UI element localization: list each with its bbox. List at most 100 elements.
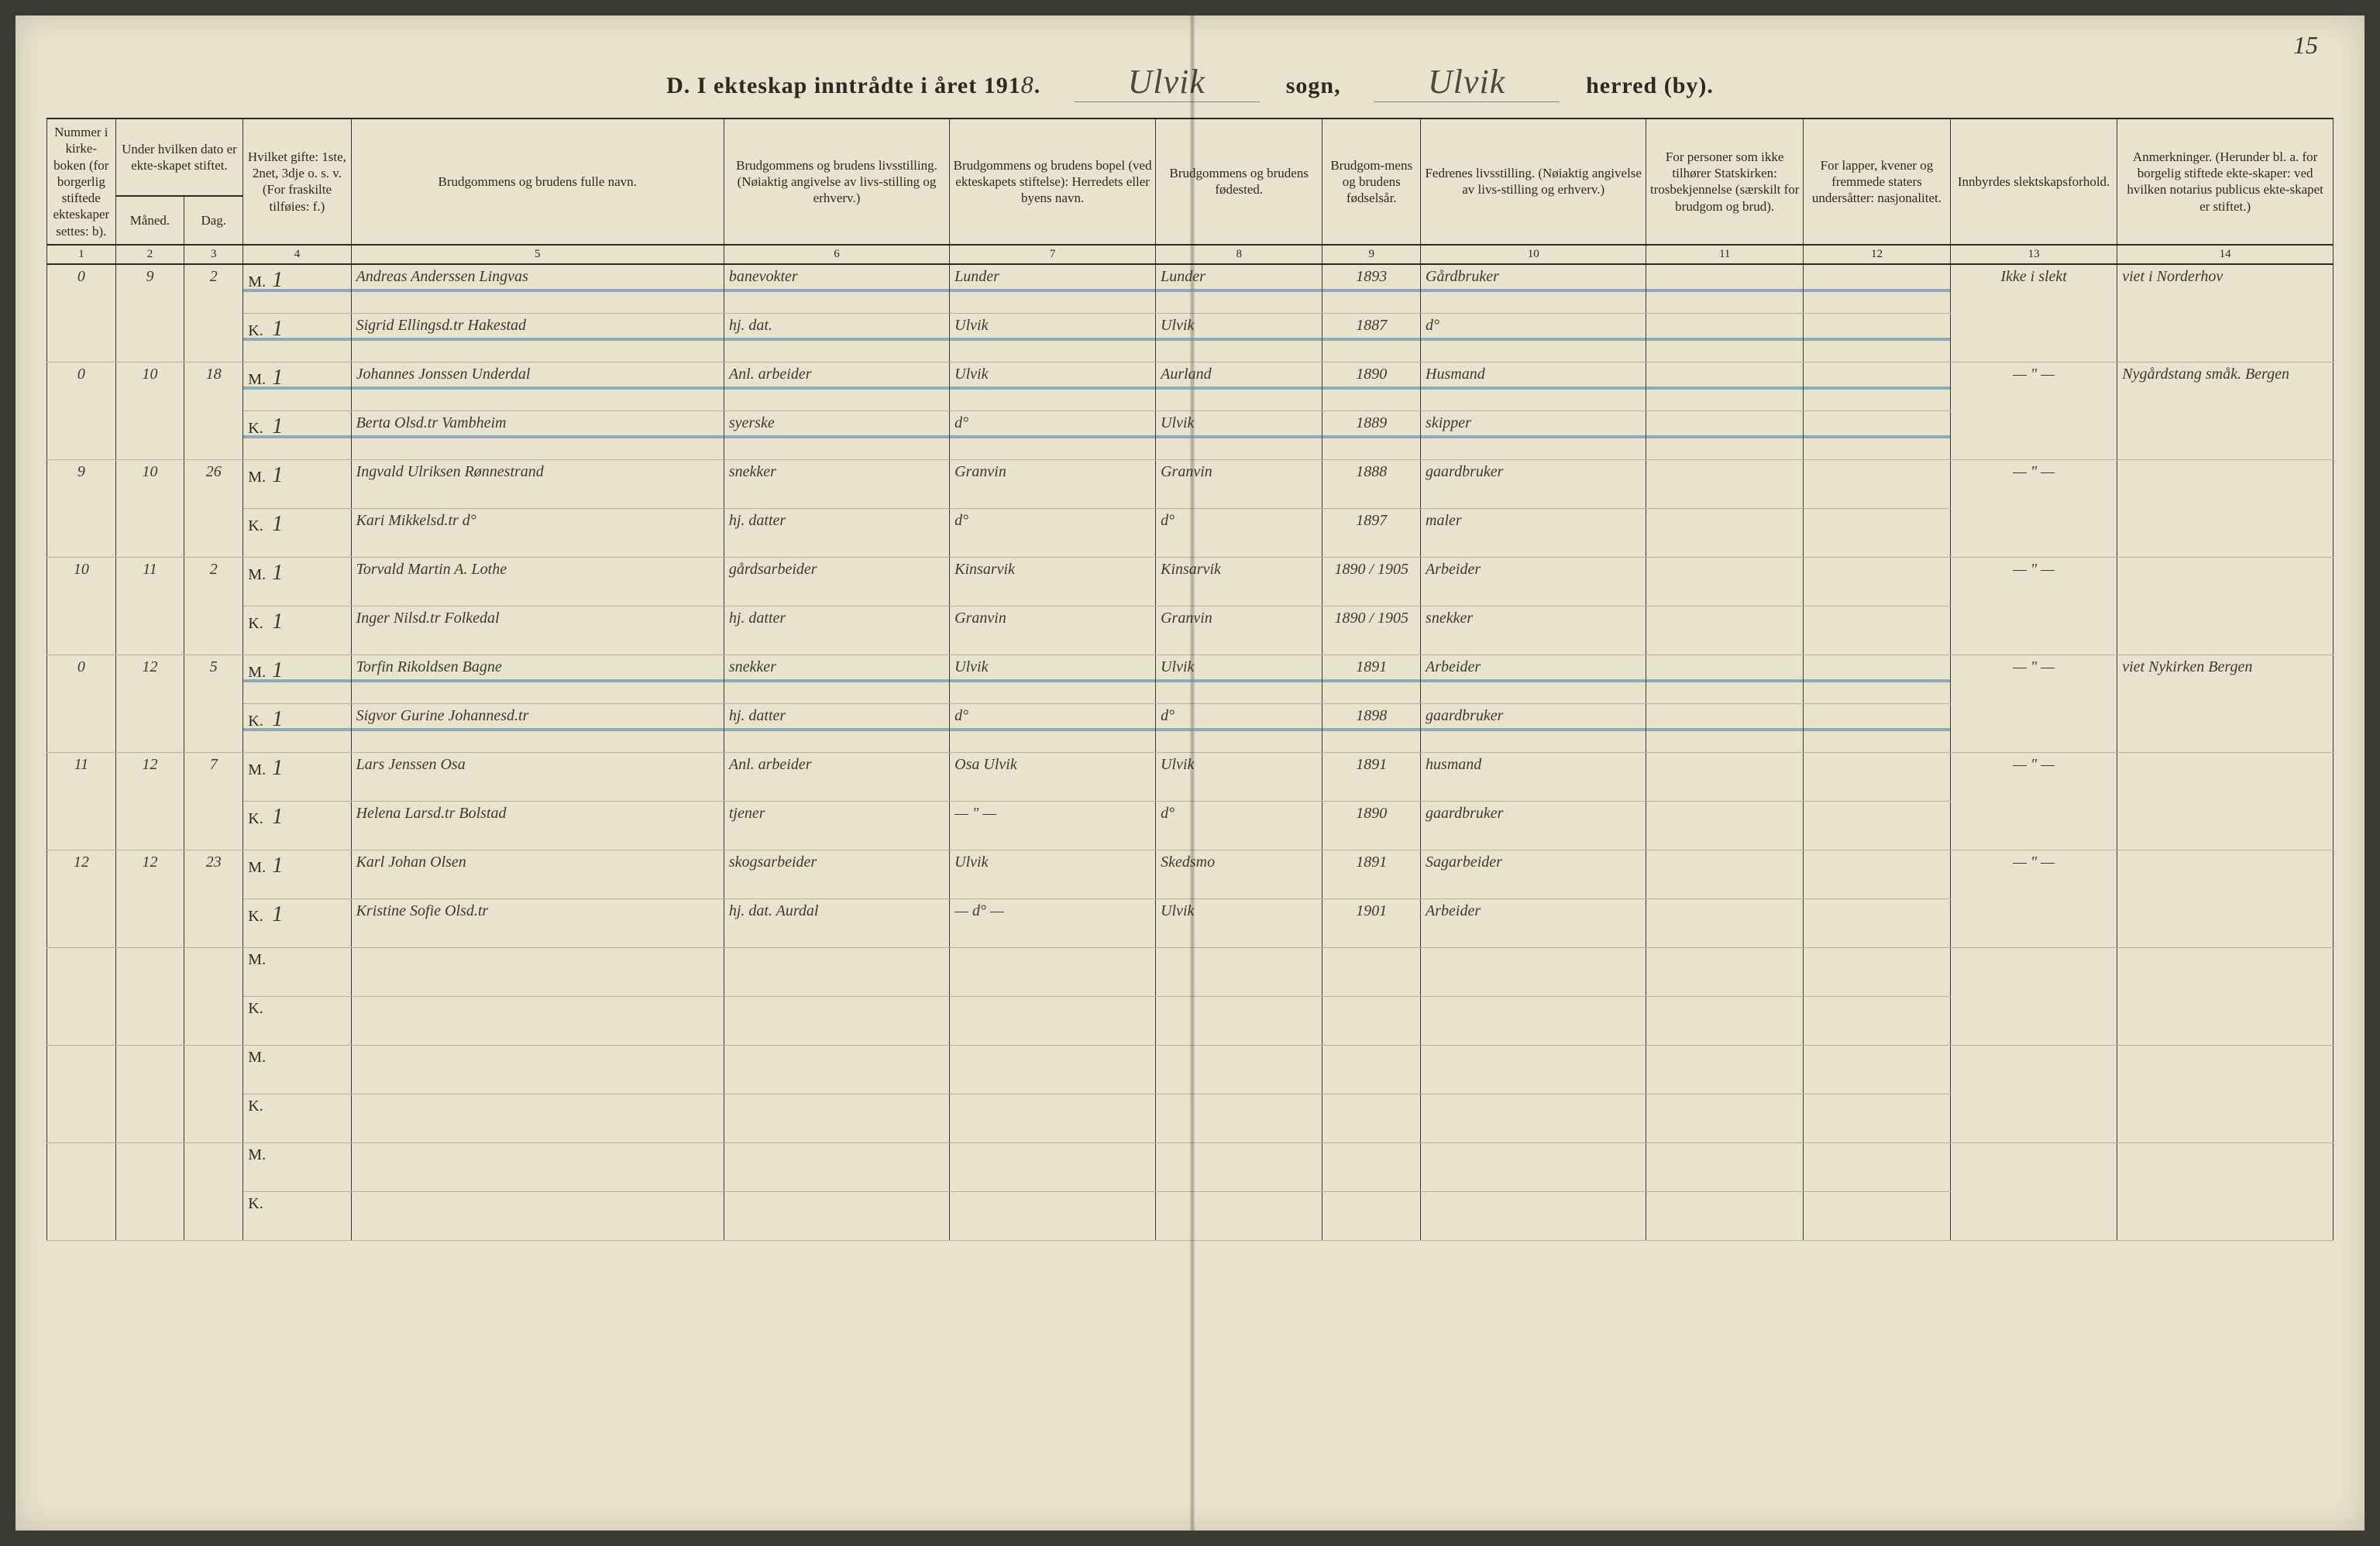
cell-dag: 18: [184, 362, 243, 459]
cell-fodested-k: Granvin: [1156, 606, 1322, 654]
cell-navn-k: Inger Nilsd.tr Folkedal: [351, 606, 724, 654]
cell-12-m: [1803, 752, 1950, 801]
cell-empty: [1421, 1191, 1646, 1240]
cell-gifte-m: M. 1: [243, 264, 351, 314]
column-numbers: 1 2 3 4 5 6 7 8 9 10 11 12 13 14: [47, 245, 2334, 264]
cell-11-k: [1646, 703, 1804, 752]
cell-13: [1950, 1045, 2117, 1142]
cell-gifte-m: M. 1: [243, 362, 351, 411]
cell-empty: [724, 1191, 949, 1240]
cell-stilling-m: skogsarbeider: [724, 850, 949, 898]
cell-dag: 2: [184, 557, 243, 654]
cell-empty: [1803, 996, 1950, 1045]
cell-stilling-k: tjener: [724, 801, 949, 850]
cell-aar-k: 1890 / 1905: [1322, 606, 1421, 654]
table-row: 11127M. 1Lars Jenssen OsaAnl. arbeiderOs…: [47, 752, 2334, 801]
cell-empty: [1156, 1094, 1322, 1142]
herred-value: Ulvik: [1374, 62, 1560, 102]
h9: Brudgom-mens og brudens fødselsår.: [1322, 119, 1421, 245]
cell-gifte-k: K. 1: [243, 508, 351, 557]
cell-stilling-m: Anl. arbeider: [724, 752, 949, 801]
cell-empty: [1156, 1191, 1322, 1240]
cell-12-k: [1803, 703, 1950, 752]
cell-empty: [724, 1094, 949, 1142]
cell-11-m: [1646, 654, 1804, 703]
cell-empty: [1646, 1094, 1804, 1142]
cell-fodested-m: Aurland: [1156, 362, 1322, 411]
cell-12-k: [1803, 411, 1950, 459]
cell-12-k: [1803, 801, 1950, 850]
cell-aar-m: 1893: [1322, 264, 1421, 314]
cell-num: 0: [47, 654, 116, 752]
cell-stilling-m: snekker: [724, 654, 949, 703]
cell-12-m: [1803, 362, 1950, 411]
cell-navn-k: Berta Olsd.tr Vambheim: [351, 411, 724, 459]
cell-empty: [1803, 1191, 1950, 1240]
cell-empty: [351, 996, 724, 1045]
title-d: D.: [666, 73, 690, 98]
cell-stilling-m: banevokter: [724, 264, 949, 314]
cell-12-k: [1803, 508, 1950, 557]
cell-num: 10: [47, 557, 116, 654]
cell-navn-m: Karl Johan Olsen: [351, 850, 724, 898]
cell-12-m: [1803, 557, 1950, 606]
table-row: 01018M. 1Johannes Jonssen UnderdalAnl. a…: [47, 362, 2334, 411]
cell-dag: [184, 1142, 243, 1240]
cell-12-m: [1803, 264, 1950, 314]
cell-gifte-k: K. 1: [243, 898, 351, 947]
h12: For lapper, kvener og fremmede staters u…: [1803, 119, 1950, 245]
cell-empty: [1156, 1045, 1322, 1094]
cell-far-m: Arbeider: [1421, 654, 1646, 703]
h2b: Dag.: [184, 196, 243, 245]
cell-far-k: maler: [1421, 508, 1646, 557]
cell-bopel-m: Granvin: [950, 459, 1156, 508]
cell-aar-k: 1898: [1322, 703, 1421, 752]
cell-empty: [1803, 947, 1950, 996]
cell-num: 11: [47, 752, 116, 850]
cell-11-m: [1646, 459, 1804, 508]
cell-far-m: Arbeider: [1421, 557, 1646, 606]
cell-stilling-m: snekker: [724, 459, 949, 508]
cell-aar-m: 1890: [1322, 362, 1421, 411]
cell-dag: 26: [184, 459, 243, 557]
cn6: 6: [724, 245, 949, 264]
table-row: M.: [47, 1142, 2334, 1191]
cell-fodested-m: Lunder: [1156, 264, 1322, 314]
cell-gifte-m: M.: [243, 947, 351, 996]
cell-empty: [1421, 1094, 1646, 1142]
cell-navn-m: Torvald Martin A. Lothe: [351, 557, 724, 606]
title-year-suffix: 8: [1021, 70, 1034, 98]
cell-num: 9: [47, 459, 116, 557]
cell-12-m: [1803, 850, 1950, 898]
cell-gifte-m: M.: [243, 1045, 351, 1094]
cell-stilling-m: gårdsarbeider: [724, 557, 949, 606]
table-row: M.: [47, 1045, 2334, 1094]
cell-12-k: [1803, 606, 1950, 654]
cell-maned: 9: [115, 264, 184, 362]
cell-far-m: Sagarbeider: [1421, 850, 1646, 898]
cell-maned: 10: [115, 459, 184, 557]
cell-far-k: skipper: [1421, 411, 1646, 459]
h6: Brudgommens og brudens livsstilling. (Nø…: [724, 119, 949, 245]
cn7: 7: [950, 245, 1156, 264]
cell-empty: [1322, 996, 1421, 1045]
h7: Brudgommens og brudens bopel (ved ektesk…: [950, 119, 1156, 245]
title-period: .: [1034, 73, 1041, 98]
cn10: 10: [1421, 245, 1646, 264]
cell-aar-k: 1887: [1322, 313, 1421, 362]
cell-num: [47, 1045, 116, 1142]
cell-bopel-k: d°: [950, 703, 1156, 752]
cell-13: — " —: [1950, 362, 2117, 459]
cell-gifte-k: K. 1: [243, 703, 351, 752]
cell-aar-m: 1891: [1322, 654, 1421, 703]
cell-bopel-k: — d° —: [950, 898, 1156, 947]
cell-navn-m: Andreas Anderssen Lingvas: [351, 264, 724, 314]
table-row: M.: [47, 947, 2334, 996]
cell-num: [47, 947, 116, 1045]
table-row: 121223M. 1Karl Johan OlsenskogsarbeiderU…: [47, 850, 2334, 898]
cell-navn-m: Johannes Jonssen Underdal: [351, 362, 724, 411]
cell-empty: [351, 1191, 724, 1240]
cell-empty: [1646, 1045, 1804, 1094]
cell-stilling-k: hj. datter: [724, 508, 949, 557]
cell-14: viet Nykirken Bergen: [2117, 654, 2334, 752]
